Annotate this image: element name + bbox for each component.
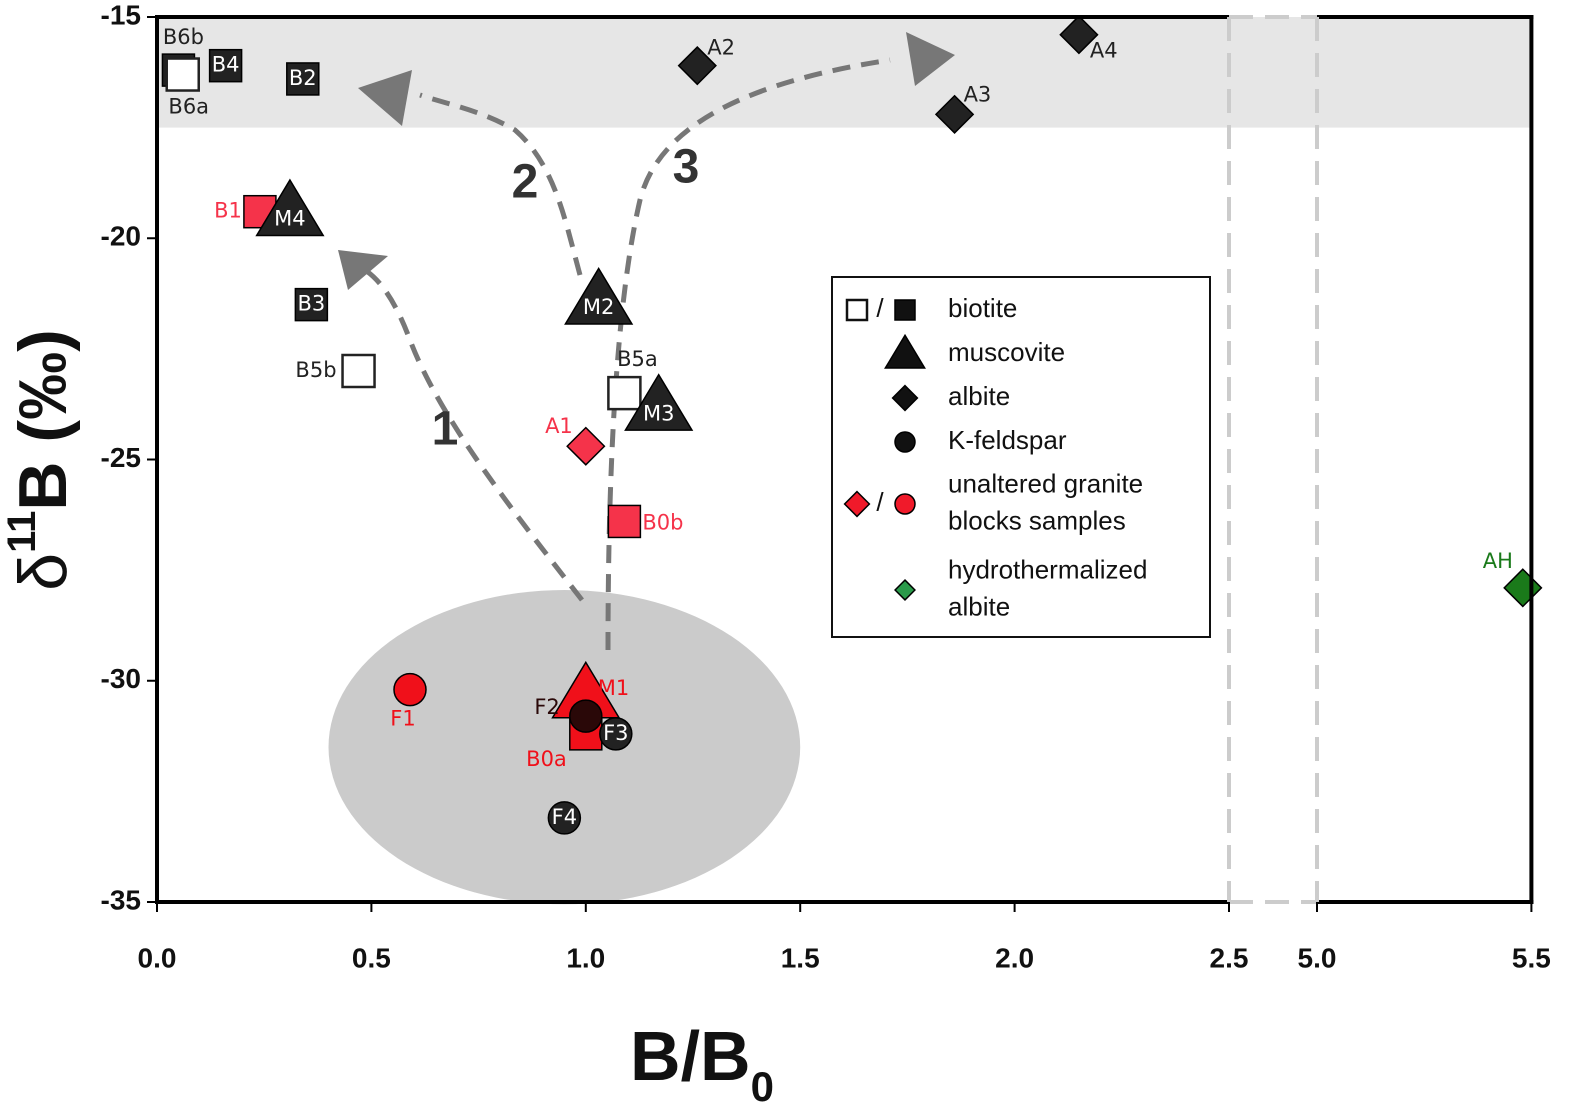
legend-label: muscovite <box>948 337 1065 367</box>
legend-marker <box>894 431 916 453</box>
legend-box <box>831 276 1211 638</box>
y-tick-label: -30 <box>101 663 141 694</box>
point-label: M3 <box>643 401 674 425</box>
point-label: B0a <box>526 747 567 771</box>
data-point <box>1059 15 1099 55</box>
legend-marker <box>891 384 919 412</box>
point-label: A1 <box>545 414 573 438</box>
trend-arrows: 1 2 3 <box>338 32 955 651</box>
data-point <box>607 504 642 539</box>
x-tick-label: 1.0 <box>566 942 605 973</box>
point-label: B2 <box>289 66 317 90</box>
data-point <box>393 672 427 707</box>
arrow-head <box>338 250 388 290</box>
data-point <box>566 426 606 466</box>
legend-label: blocks samples <box>948 505 1126 535</box>
x-axis-title-part: B/B <box>630 1017 751 1095</box>
data-point <box>294 287 329 322</box>
data-point <box>341 353 376 389</box>
x-tick-label: 1.5 <box>781 942 820 973</box>
point-label: B3 <box>297 292 325 316</box>
annotation: 2 <box>512 156 539 209</box>
legend-label: albite <box>948 591 1010 621</box>
point-label: F2 <box>534 695 559 719</box>
arrow-head <box>906 32 955 86</box>
data-point <box>165 57 200 92</box>
point-label: A4 <box>1090 39 1118 63</box>
point-label: M1 <box>598 676 629 700</box>
x-tick-label: 2.0 <box>995 942 1034 973</box>
x-tick-label: 5.0 <box>1298 942 1337 973</box>
y-axis-title-part: B (‰) <box>5 329 81 510</box>
y-axis-title: δ11B (‰) <box>0 329 81 590</box>
annotation: 3 <box>673 141 700 194</box>
x-axis-title-sub: 0 <box>751 1063 774 1110</box>
y-axis-title-sup: 11 <box>0 511 44 553</box>
y-tick-label: -20 <box>101 221 141 252</box>
data-point <box>599 717 633 751</box>
x-tick-label: 5.5 <box>1512 942 1551 973</box>
point-label: B6a <box>168 95 209 119</box>
point-label: B0b <box>642 510 683 534</box>
data-point <box>1503 568 1543 608</box>
y-axis-title-part: δ <box>5 553 81 591</box>
legend-marker <box>843 490 871 518</box>
legend-marker <box>894 579 916 601</box>
data-point <box>934 94 975 135</box>
point-label: B5a <box>617 347 658 371</box>
point-label: M4 <box>274 207 305 231</box>
shaded-band <box>157 17 1532 128</box>
data-point <box>677 46 717 86</box>
data-point <box>208 48 243 83</box>
region-ellipse <box>328 590 801 905</box>
data-point <box>607 375 642 411</box>
legend: / biotite muscovite albite K-feldspar / unalte… <box>831 276 1211 638</box>
x-tick-label: 2.5 <box>1210 942 1249 973</box>
legend-label: albite <box>948 381 1010 411</box>
x-tick-label: 0.0 <box>138 942 177 973</box>
axes-layer: 0.0 0.5 1.0 1.5 2.0 2.5 5.0 5.5 -15 -20 -25 -30 -35 <box>101 0 1551 973</box>
x-tick-label: 0.5 <box>352 942 391 973</box>
legend-label: K-feldspar <box>948 425 1067 455</box>
legend-marker <box>884 333 926 369</box>
y-tick-label: -35 <box>101 884 141 915</box>
legend-separator: / <box>876 293 884 323</box>
data-point <box>564 267 634 325</box>
y-tick-label: -15 <box>101 0 141 30</box>
data-point <box>286 62 320 96</box>
point-label: B5b <box>295 358 336 382</box>
legend-marker <box>894 493 916 515</box>
point-label: F3 <box>603 721 628 745</box>
data-point <box>547 801 582 835</box>
point-label: AH <box>1483 549 1513 573</box>
trend-arrow <box>419 92 583 276</box>
point-label: F4 <box>552 805 577 829</box>
legend-label: hydrothermalized <box>948 554 1147 584</box>
trend-arrow <box>363 267 584 602</box>
point-label: B1 <box>214 199 242 223</box>
point-label: B6b <box>163 25 204 49</box>
annotation: 1 <box>432 403 459 456</box>
legend-marker <box>845 298 869 322</box>
point-label: B4 <box>212 53 240 77</box>
arrow-head <box>358 70 412 126</box>
point-label: M2 <box>583 295 614 319</box>
y-tick-label: -25 <box>101 442 141 473</box>
point-label: A2 <box>707 36 735 60</box>
data-point <box>569 699 603 733</box>
x-axis-title: B/B0 <box>630 1017 774 1110</box>
legend-label: biotite <box>948 293 1017 323</box>
legend-marker <box>894 299 916 321</box>
legend-label: unaltered granite <box>948 468 1143 498</box>
legend-separator: / <box>876 487 884 517</box>
data-point <box>624 373 694 431</box>
data-point <box>255 178 325 237</box>
point-label: A3 <box>964 82 992 106</box>
point-label: F1 <box>390 707 415 731</box>
